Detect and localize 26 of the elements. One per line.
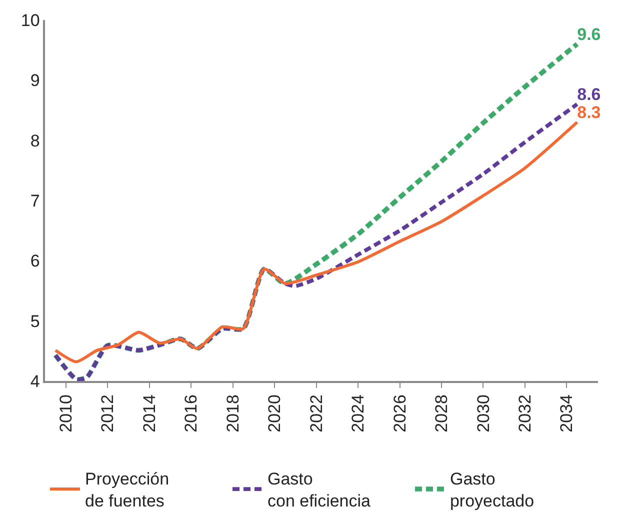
data-label: 8.6 (577, 84, 601, 104)
y-tick-label: 4 (30, 372, 40, 391)
x-tick-label: 2032 (515, 394, 534, 432)
legend-label: Gasto con eficiencia (267, 470, 372, 511)
y-tick-label: 6 (30, 252, 40, 271)
y-tick-label: 9 (30, 71, 40, 90)
x-tick-label: 2026 (390, 394, 410, 432)
x-tick-label: 2016 (182, 394, 201, 432)
x-tick-label: 2012 (98, 394, 118, 432)
y-tick-label: 8 (30, 131, 40, 150)
x-tick-label: 2024 (348, 394, 368, 432)
x-tick-label: 2014 (140, 394, 159, 432)
y-tick-label: 7 (30, 191, 40, 210)
data-label: 9.6 (577, 24, 601, 44)
x-tick-label: 2030 (474, 394, 493, 432)
legend-label: Proyección de fuentes (85, 470, 170, 511)
x-tick-label: 2018 (223, 394, 242, 432)
legend-label: Gasto proyectado (450, 470, 534, 511)
data-label: 8.3 (577, 103, 601, 122)
x-tick-label: 2022 (306, 394, 326, 432)
x-tick-label: 2010 (56, 394, 76, 432)
y-tick-label: 5 (30, 312, 40, 331)
y-tick-label: 10 (20, 10, 40, 30)
x-tick-label: 2034 (557, 394, 576, 432)
x-tick-label: 2020 (265, 394, 284, 432)
x-tick-label: 2028 (432, 394, 452, 432)
